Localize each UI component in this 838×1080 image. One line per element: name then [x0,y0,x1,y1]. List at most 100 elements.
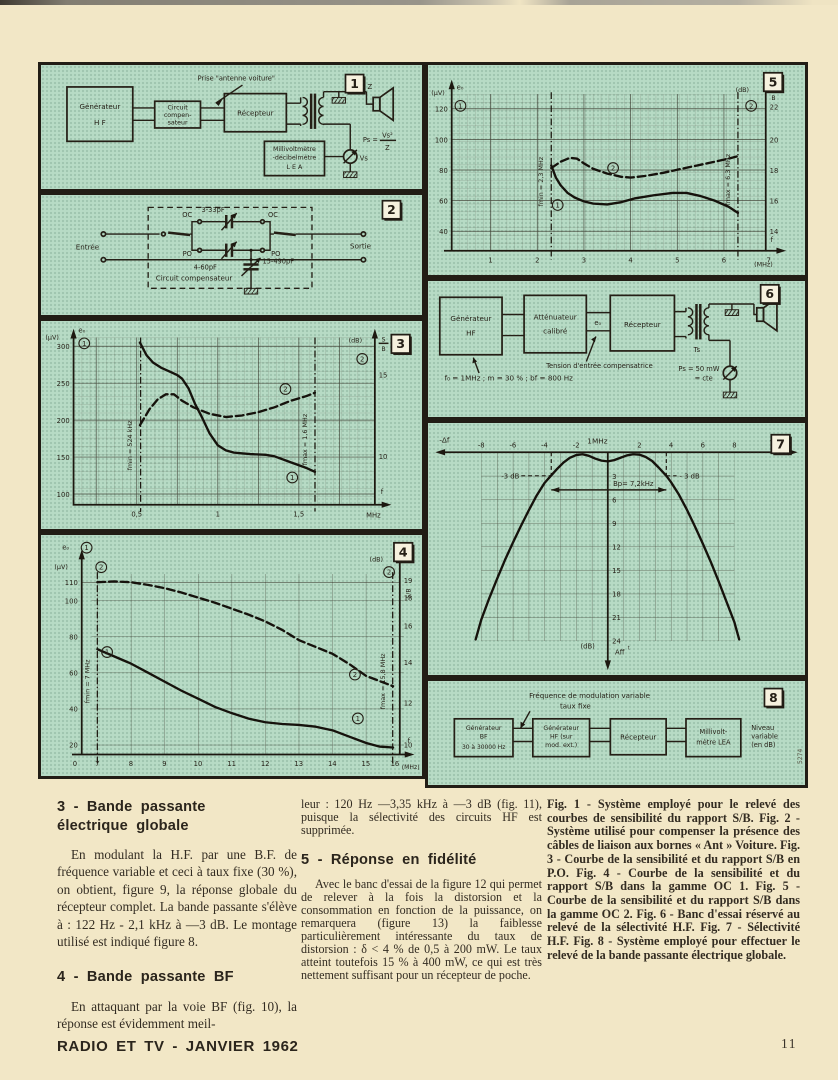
ytick: 9 [612,520,616,528]
generator-label2: HF [466,329,476,338]
level-label1: Niveau [751,724,774,732]
curve2-axis-mark: 2 [95,561,108,574]
fig8-wires [512,727,686,743]
variable-capacitor-value: 15-490pF [262,258,294,266]
xtick: 4 [628,256,632,264]
svg-text:3: 3 [396,336,405,351]
curve2-mark: 2 [279,383,292,395]
ytick: 250 [57,380,70,388]
fig4-curves [96,580,395,749]
generator-bf-label1: Générateur [466,724,502,732]
svg-text:1: 1 [290,474,294,482]
svg-text:5: 5 [769,74,778,89]
minus3db-left-label: -3 dB [501,473,519,481]
fig2-wires [100,220,367,263]
curve1-axis-mark: 1 [454,99,467,112]
ytick-right: 22 [770,104,779,112]
ytick: 3 [612,473,616,481]
minor-grid [451,94,766,251]
ps-numerator: Vs² [382,131,393,139]
minus3db-right-label: - 3 dB [680,473,700,481]
receiver-label: Récepteur [237,109,274,118]
figure-6-badge: 6 [759,283,781,305]
svg-text:1: 1 [350,76,359,91]
fmax-annotation: fmax = 6,3 MHz [724,153,732,205]
ps-label: Ps = [363,136,378,144]
svg-text:1: 1 [84,544,88,552]
po-capacitor [196,241,266,260]
modulation-note-line1: Fréquence de modulation variable [529,691,650,700]
ytick: 60 [69,670,78,678]
oc-left-label: OC [182,211,192,219]
ytick: 40 [439,228,448,236]
bandwidth-arrow [551,487,667,493]
x-symbol: f [381,488,384,496]
compensator-label1: Circuit [167,104,188,111]
curve2-mark: 2 [349,668,361,681]
ground-icon-2 [722,391,738,399]
svg-text:7: 7 [776,436,785,451]
figure-4-panel: e₀ 1 (µV) 2 (dB) 2 S/B 110 100 80 60 40 … [38,532,425,779]
figure-7-chart: -Δf +Δf 1MHz -8 -6 -4 -2 2 4 6 8 3 6 9 1… [435,433,798,671]
fig3-curves [138,341,317,474]
compensator-label3: sateur [168,120,188,127]
svg-text:1: 1 [458,102,462,110]
po-left-label: PO [183,250,192,258]
y-left-unit: (µV) [54,563,68,571]
oc-capacitor [196,212,266,231]
compensator-label2: compen- [164,112,192,119]
compensator-circuit-label: Circuit compensateur [156,274,233,283]
ytick: 20 [69,742,78,750]
xtick: 3 [582,256,586,264]
svg-text:2: 2 [387,203,396,217]
attenuator-label2: calibré [543,327,568,336]
transformer-ts-label: Ts [693,346,701,354]
xtick: 6 [701,441,705,449]
section-3-heading: 3 - Bande passante électrique globale [57,798,297,835]
ytick-right: 19 [404,577,413,585]
generator-hf-label3: mod. ext.) [545,742,577,749]
curve1-axis-mark: 1 [78,337,91,350]
level-label3: (en dB) [751,741,776,749]
x-unit: (MHz) [754,260,773,268]
figure-5-panel: (µV) e₀ 1 (dB) 2 S B 120 100 80 60 40 22… [425,62,808,278]
figure-captions-column: Fig. 1 - Système employé pour le relevé … [547,797,800,974]
xtick: 12 [261,760,270,768]
figure-4-badge: 4 [393,541,415,564]
xtick: 1 [488,256,492,264]
figure-5-badge: 5 [762,71,785,94]
antenna-socket-label: Prise "antenne voiture" [198,74,275,82]
fig5-curves [550,155,740,215]
svg-text:1: 1 [82,340,86,348]
po-right-label: PO [271,250,280,258]
figure-7-panel: -Δf +Δf 1MHz -8 -6 -4 -2 2 4 6 8 3 6 9 1… [425,420,808,678]
xtick: -8 [478,441,485,449]
figure-6-diagram: Générateur HF Atténuateur calibré e₀ Réc… [438,283,781,399]
svg-text:2: 2 [387,569,391,577]
fig6-wires [502,303,757,393]
x-unit: MHz [366,511,381,519]
compensator-dashed-box [147,206,313,289]
ytick-right: 18 [404,594,413,602]
y-right-unit: (dB) [736,86,749,94]
xtick: 1,5 [293,510,304,518]
page-number: 11 [781,1036,797,1051]
generator-hf-label2: H F [94,118,106,127]
svg-text:S: S [382,336,386,343]
ytick: 100 [57,491,70,499]
compensating-voltage-label: Tension d'entrée compensatrice [545,362,653,370]
curve1-axis-mark: 1 [80,541,93,554]
x-symbol: f [771,236,774,244]
ytick: 60 [439,198,448,206]
bandwidth-label: Bp= 7,2kHz [613,480,654,488]
attenuator-label1: Atténuateur [534,312,577,321]
svg-text:1: 1 [356,715,360,723]
article-column-2: leur : 120 Hz —3,35 kHz à —3 dB (fig. 11… [301,798,542,993]
oc-right-label: OC [268,211,278,219]
ground-icon [331,91,346,104]
section-4-heading: 4 - Bande passante BF [57,969,234,986]
ytick: 80 [439,167,448,175]
xtick: 4 [669,441,673,449]
receiver-label: Récepteur [620,733,656,742]
millivoltmeter-box [685,717,742,758]
